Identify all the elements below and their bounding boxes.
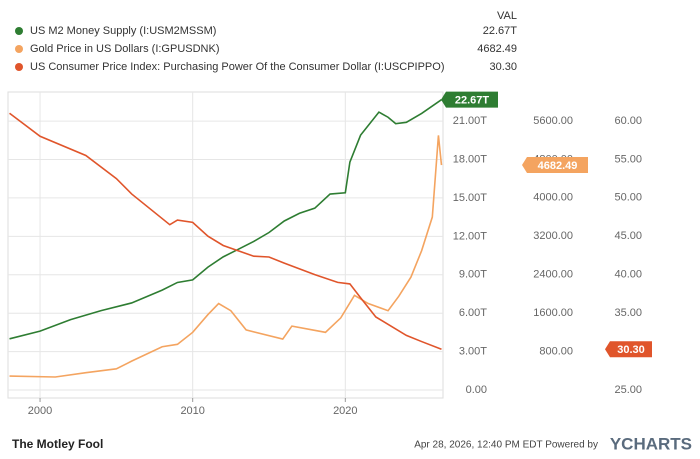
y-tick-label: 6.00T [459,307,487,319]
legend-value: 4682.49 [477,43,517,55]
y-tick-label: 3200.00 [533,230,573,242]
y-tick-label: 45.00 [614,230,642,242]
y-tick-label: 0.00 [466,384,487,396]
legend-header: VAL [497,10,517,22]
badge-label: 30.30 [617,344,645,356]
y-tick-label: 25.00 [614,384,642,396]
legend-label: Gold Price in US Dollars (I:GPUSDNK) [30,43,220,55]
value-badge [441,91,498,108]
legend-label: US Consumer Price Index: Purchasing Powe… [30,61,444,73]
y-tick-label: 12.00T [453,230,488,242]
badge-label: 22.67T [455,95,490,107]
x-tick-label: 2010 [180,405,204,417]
series-line [9,135,443,378]
y-tick-label: 21.00T [453,115,488,127]
value-badge [522,157,588,174]
y-tick-label: 18.00T [453,153,488,165]
legend-label: US M2 Money Supply (I:USM2MSSM) [30,25,216,37]
legend-marker [15,27,23,35]
legend-marker [15,45,23,53]
badge-label: 4682.49 [538,160,578,172]
timestamp: Apr 28, 2026, 12:40 PM EDT Powered by [414,440,598,451]
x-tick-label: 2020 [333,405,357,417]
y-tick-label: 800.00 [539,345,573,357]
y-tick-label: 3.00T [459,346,487,358]
y-tick-label: 9.00T [459,269,487,281]
legend-value: 30.30 [489,61,517,73]
series-line [9,99,442,340]
y-tick-label: 1600.00 [533,307,573,319]
legend-value: 22.67T [483,25,518,37]
series-line [9,112,442,351]
y-tick-label: 40.00 [614,269,642,281]
y-tick-label: 4000.00 [533,192,573,204]
legend-marker [15,63,23,71]
y-tick-label: 50.00 [614,192,642,204]
plot-area [7,91,444,399]
y-tick-label: 2400.00 [533,269,573,281]
x-tick-label: 2000 [28,405,52,417]
y-tick-label: 60.00 [614,115,642,127]
provider: YCHARTS [610,434,692,453]
y-tick-label: 35.00 [614,307,642,319]
value-badge [605,341,652,358]
brand: The Motley Fool [12,437,103,451]
y-tick-label: 5600.00 [533,115,573,127]
y-tick-label: 15.00T [453,192,488,204]
y-tick-label: 55.00 [614,153,642,165]
